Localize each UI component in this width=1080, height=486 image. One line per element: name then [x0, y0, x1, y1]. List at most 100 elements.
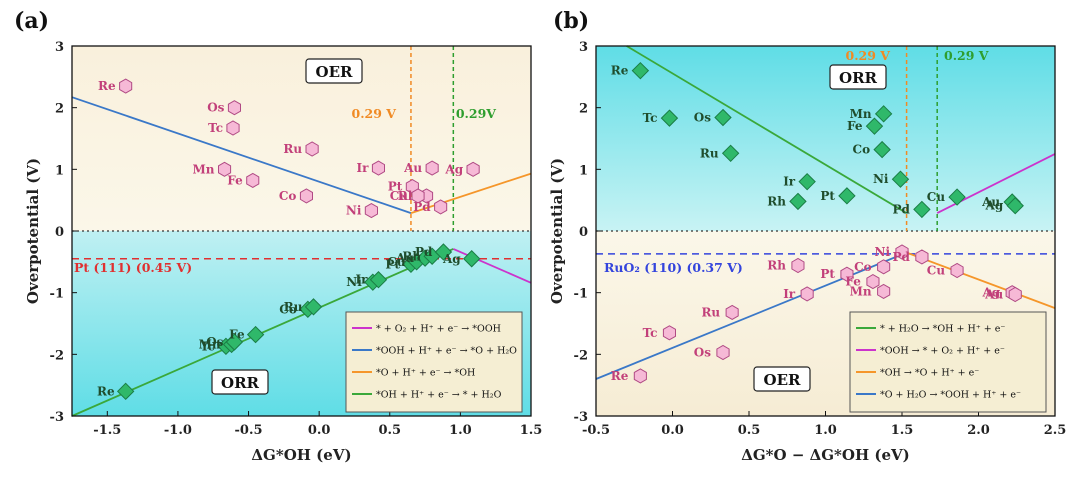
data-point-label: Co: [279, 302, 297, 316]
data-point-label: Cu: [387, 255, 406, 269]
data-point-hexagon: [662, 325, 676, 341]
data-point-label: Co: [279, 189, 297, 203]
data-point-label: Os: [694, 111, 711, 125]
data-point-label: Pd: [413, 200, 431, 214]
data-point-label: Ag: [444, 162, 463, 176]
data-point-label: Fe: [845, 275, 861, 289]
volcano-line: [626, 45, 908, 214]
data-point-diamond: [838, 187, 856, 205]
data-point-label: Pt: [385, 257, 400, 271]
data-point-hexagon: [411, 188, 425, 204]
volcano-line: [410, 172, 532, 214]
y-axis-label: Overpotential (V): [24, 158, 42, 304]
x-tick-label: -1.0: [164, 423, 192, 438]
data-point-diamond: [948, 188, 966, 206]
data-point-label: Os: [206, 335, 223, 349]
data-point-label: Tc: [200, 339, 215, 353]
data-point-label: Mn: [850, 284, 872, 298]
data-point-label: Au: [403, 161, 422, 175]
data-point-label: Pt: [820, 189, 835, 203]
data-point-hexagon: [877, 283, 891, 299]
panel-label: (b): [553, 8, 589, 34]
data-point-diamond: [865, 117, 884, 135]
data-point-label: Re: [98, 79, 116, 93]
y-tick-label: -1: [50, 287, 64, 302]
data-point-diamond: [434, 243, 453, 261]
data-point-hexagon: [246, 172, 260, 188]
y-tick-label: -1: [574, 287, 588, 302]
volcano-line: [71, 248, 454, 417]
y-tick-label: 1: [579, 163, 588, 178]
legend-entry: *OOH + H⁺ + e⁻ → *O + H₂O: [376, 346, 517, 357]
y-tick-label: -2: [50, 348, 64, 363]
x-tick-label: 0.5: [738, 423, 761, 438]
data-point-diamond: [116, 382, 135, 401]
threshold-label: 0.29 V: [846, 48, 891, 63]
threshold-label: 0.29 V: [352, 106, 397, 121]
data-point-label: Rh: [767, 194, 786, 208]
data-point-label: Pd: [892, 202, 910, 216]
legend-entry: *O + H₂O → *OOH + H⁺ + e⁻: [880, 390, 1021, 401]
data-point-hexagon: [226, 120, 240, 136]
data-point-label: Os: [694, 345, 711, 359]
data-point-label: Ag: [981, 286, 1000, 300]
x-tick-label: 0.0: [661, 423, 684, 438]
y-tick-label: 2: [579, 102, 588, 117]
x-tick-label: 1.5: [520, 423, 543, 438]
data-point-hexagon: [877, 259, 891, 275]
data-point-label: Ru: [700, 146, 719, 160]
data-point-label: Fe: [229, 328, 245, 342]
data-point-diamond: [1006, 197, 1024, 215]
data-point-label: Re: [611, 369, 629, 383]
data-point-label: Au: [395, 251, 414, 265]
data-point-diamond: [798, 172, 816, 191]
data-point-label: Ag: [985, 199, 1004, 213]
data-point-label: Ni: [874, 245, 890, 259]
data-point-hexagon: [791, 257, 805, 274]
y-tick-label: 3: [579, 40, 588, 55]
data-point-diamond: [873, 140, 891, 159]
data-point-diamond: [246, 325, 265, 344]
y-axis-label: Overpotential (V): [548, 158, 566, 304]
data-point-label: Au: [984, 288, 1003, 302]
region-box: [305, 58, 363, 84]
data-point-label: Fe: [227, 173, 243, 187]
data-point-hexagon: [434, 199, 448, 215]
data-point-diamond: [462, 250, 481, 268]
y-tick-label: 0: [55, 225, 64, 240]
data-point-diamond: [225, 333, 244, 351]
data-point-label: Pt: [820, 267, 835, 281]
region-box: [211, 369, 269, 395]
data-point-label: Mn: [199, 337, 221, 351]
y-tick-label: -2: [574, 348, 588, 363]
region-label: ORR: [839, 69, 878, 87]
threshold-label: 0.29V: [456, 106, 496, 121]
legend-box: [849, 311, 1047, 413]
legend-entry: * + O₂ + H⁺ + e⁻ → *OOH: [376, 324, 501, 335]
data-point-hexagon: [950, 262, 964, 279]
volcano-line: [595, 251, 907, 380]
x-axis-label: ΔG*OH (eV): [251, 446, 351, 464]
region-label: OER: [764, 371, 801, 389]
x-tick-label: -1.5: [93, 423, 121, 438]
data-point-hexagon: [218, 161, 232, 177]
data-point-label: Pd: [415, 245, 433, 259]
region-box: [829, 64, 887, 90]
data-point-hexagon: [305, 141, 319, 157]
data-point-diamond: [891, 170, 910, 188]
data-point-label: Ni: [346, 275, 362, 289]
x-tick-label: 1.0: [814, 423, 837, 438]
data-point-diamond: [874, 105, 893, 123]
data-point-hexagon: [371, 160, 385, 176]
data-point-hexagon: [800, 286, 814, 302]
data-point-label: Cu: [927, 190, 946, 204]
data-point-label: Cu: [927, 263, 946, 277]
plot-bg-upper: [596, 46, 1055, 231]
data-point-hexagon: [895, 244, 909, 260]
legend-entry: * + H₂O → *OH + H⁺ + e⁻: [880, 324, 1005, 335]
data-point-hexagon: [466, 161, 480, 177]
data-point-label: Rh: [402, 249, 421, 263]
volcano-line: [71, 96, 412, 214]
